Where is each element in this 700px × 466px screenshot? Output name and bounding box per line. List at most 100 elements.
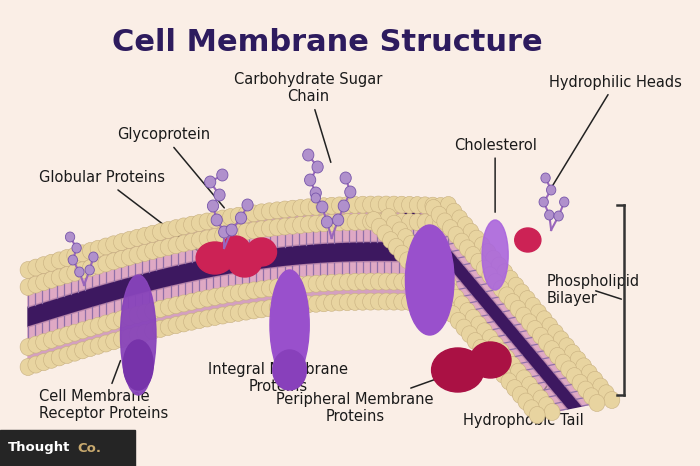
Circle shape [308, 215, 324, 232]
Circle shape [253, 221, 270, 238]
Ellipse shape [270, 270, 309, 380]
Circle shape [323, 274, 340, 291]
Circle shape [340, 197, 355, 213]
FancyBboxPatch shape [0, 430, 136, 466]
Circle shape [36, 257, 52, 274]
Ellipse shape [196, 242, 234, 274]
Circle shape [494, 280, 509, 297]
Circle shape [90, 337, 106, 354]
Circle shape [293, 217, 309, 233]
Circle shape [338, 200, 349, 212]
Circle shape [533, 390, 549, 407]
Circle shape [145, 302, 160, 319]
Circle shape [442, 219, 458, 237]
Circle shape [215, 227, 230, 244]
Circle shape [378, 293, 394, 310]
Polygon shape [374, 214, 567, 415]
Ellipse shape [228, 247, 262, 277]
Ellipse shape [220, 236, 251, 264]
Text: Hydrophilic Heads: Hydrophilic Heads [550, 75, 682, 185]
Circle shape [199, 213, 215, 230]
Circle shape [555, 354, 571, 371]
Circle shape [402, 294, 417, 310]
Circle shape [538, 397, 554, 414]
Circle shape [270, 299, 285, 316]
Circle shape [378, 196, 394, 213]
Circle shape [20, 279, 36, 295]
Circle shape [191, 312, 207, 329]
Circle shape [230, 284, 246, 302]
Circle shape [168, 317, 184, 334]
Circle shape [497, 264, 512, 281]
Circle shape [300, 276, 316, 293]
Circle shape [524, 400, 540, 417]
Circle shape [113, 251, 130, 267]
Circle shape [261, 300, 277, 317]
Circle shape [394, 196, 410, 213]
Circle shape [168, 237, 184, 254]
Circle shape [466, 309, 481, 326]
Circle shape [223, 286, 239, 302]
Text: Hydrophobic Tail: Hydrophobic Tail [463, 382, 584, 427]
Circle shape [463, 223, 479, 240]
Circle shape [426, 199, 442, 217]
Circle shape [465, 247, 481, 264]
Circle shape [420, 255, 436, 273]
Circle shape [300, 296, 316, 313]
Circle shape [469, 230, 484, 247]
Circle shape [75, 342, 90, 359]
Circle shape [75, 245, 90, 262]
Circle shape [553, 331, 569, 348]
Circle shape [363, 273, 379, 290]
Text: Cell Membrane Structure: Cell Membrane Structure [111, 28, 542, 57]
Circle shape [370, 273, 386, 290]
Circle shape [476, 260, 492, 277]
Circle shape [440, 198, 456, 215]
Text: Carbohydrate Sugar
Chain: Carbohydrate Sugar Chain [234, 72, 382, 162]
Circle shape [215, 210, 230, 227]
Circle shape [570, 351, 586, 368]
Circle shape [129, 247, 145, 263]
Text: Glycoprotein: Glycoprotein [117, 128, 224, 208]
Circle shape [425, 294, 441, 311]
Circle shape [452, 210, 468, 227]
Circle shape [454, 233, 470, 250]
Circle shape [437, 213, 453, 230]
Circle shape [378, 273, 394, 290]
Circle shape [217, 169, 228, 181]
Text: Globular Proteins: Globular Proteins [39, 171, 205, 256]
Circle shape [75, 267, 84, 277]
Circle shape [405, 259, 421, 275]
Text: Peripheral Membrane
Proteins: Peripheral Membrane Proteins [276, 369, 465, 424]
Circle shape [439, 299, 455, 316]
Circle shape [454, 296, 470, 313]
Circle shape [536, 311, 552, 328]
Circle shape [90, 317, 106, 334]
Circle shape [43, 271, 60, 288]
Circle shape [215, 307, 230, 324]
Circle shape [417, 197, 433, 214]
Ellipse shape [514, 228, 541, 252]
Circle shape [106, 253, 122, 270]
Circle shape [583, 388, 599, 405]
Circle shape [480, 244, 496, 260]
Circle shape [137, 227, 153, 244]
Circle shape [559, 338, 575, 355]
Circle shape [363, 293, 379, 310]
Circle shape [559, 197, 569, 207]
Circle shape [75, 322, 90, 339]
Circle shape [153, 301, 168, 317]
Circle shape [121, 232, 137, 248]
Circle shape [538, 334, 554, 351]
Circle shape [332, 274, 347, 291]
Circle shape [300, 199, 316, 216]
Circle shape [398, 229, 414, 246]
Circle shape [426, 262, 442, 279]
Circle shape [593, 378, 608, 395]
Circle shape [340, 294, 355, 311]
Circle shape [270, 279, 285, 296]
Circle shape [106, 236, 122, 253]
Circle shape [28, 356, 44, 373]
Circle shape [68, 255, 78, 265]
Circle shape [332, 197, 347, 214]
